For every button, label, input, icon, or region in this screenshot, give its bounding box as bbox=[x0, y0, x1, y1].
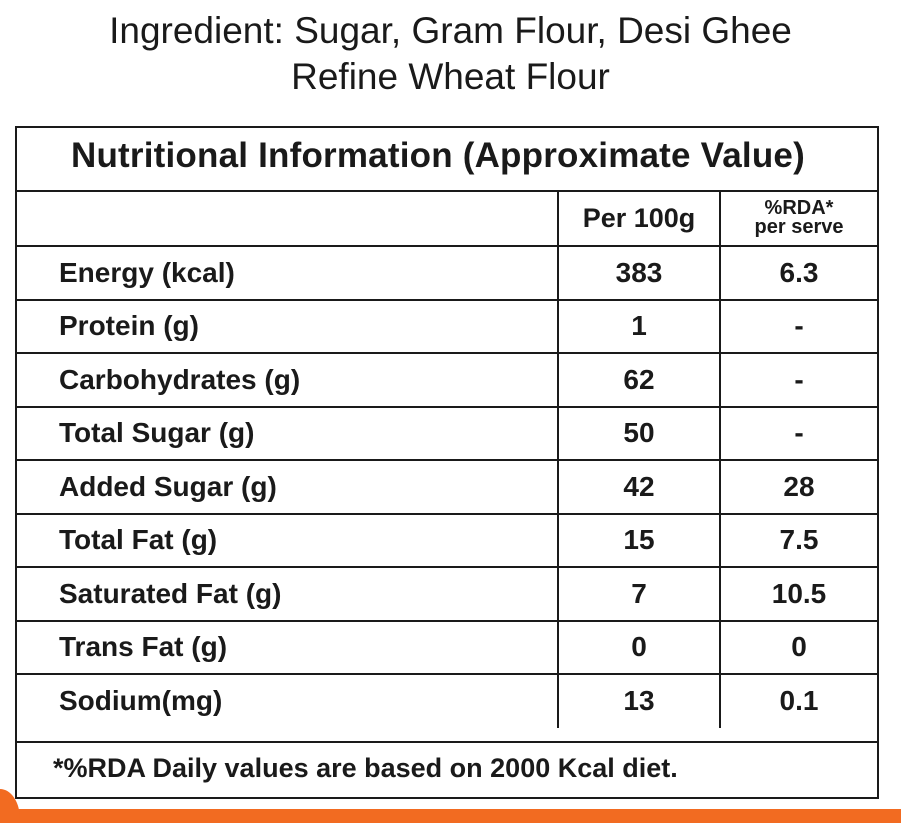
nutrient-name: Total Fat (g) bbox=[17, 512, 559, 567]
header-rda-line-1: %RDA* bbox=[764, 196, 834, 219]
orange-accent-strip bbox=[0, 809, 901, 823]
nutrition-panel: Nutritional Information (Approximate Val… bbox=[15, 126, 879, 799]
nutrient-name: Total Sugar (g) bbox=[17, 405, 559, 460]
table-row: Energy (kcal) 383 6.3 bbox=[17, 245, 877, 300]
nutrient-name: Added Sugar (g) bbox=[17, 459, 559, 514]
per-100g-value: 1 bbox=[558, 298, 721, 353]
per-100g-value: 383 bbox=[558, 245, 721, 300]
per-100g-value: 13 bbox=[558, 673, 721, 728]
rda-value: - bbox=[720, 352, 877, 407]
header-per-100g: Per 100g bbox=[558, 190, 721, 246]
ingredients-line-2: Refine Wheat Flour bbox=[291, 56, 610, 97]
table-header-row: Per 100g %RDA* per serve bbox=[17, 190, 877, 246]
nutrition-title-row: Nutritional Information (Approximate Val… bbox=[17, 128, 877, 192]
rda-value: 28 bbox=[720, 459, 877, 514]
header-rda-line-2: per serve bbox=[754, 215, 844, 238]
table-row: Saturated Fat (g) 7 10.5 bbox=[17, 566, 877, 621]
header-rda: %RDA* per serve bbox=[720, 190, 877, 246]
ingredients-text: Ingredient: Sugar, Gram Flour, Desi Ghee… bbox=[0, 8, 901, 100]
nutrition-title: Nutritional Information (Approximate Val… bbox=[71, 136, 805, 175]
footnote-row: *%RDA Daily values are based on 2000 Kca… bbox=[17, 741, 877, 797]
table-row: Protein (g) 1 - bbox=[17, 298, 877, 353]
per-100g-value: 50 bbox=[558, 405, 721, 460]
table-row: Sodium(mg) 13 0.1 bbox=[17, 673, 877, 728]
rda-value: 10.5 bbox=[720, 566, 877, 621]
rda-value: 0.1 bbox=[720, 673, 877, 728]
rda-value: - bbox=[720, 298, 877, 353]
nutrient-name: Trans Fat (g) bbox=[17, 619, 559, 674]
header-nutrient bbox=[17, 190, 559, 246]
nutrient-name: Sodium(mg) bbox=[17, 673, 559, 728]
table-row: Total Fat (g) 15 7.5 bbox=[17, 512, 877, 567]
rda-footnote: *%RDA Daily values are based on 2000 Kca… bbox=[53, 753, 678, 783]
per-100g-value: 0 bbox=[558, 619, 721, 674]
rda-value: - bbox=[720, 405, 877, 460]
table-row: Added Sugar (g) 42 28 bbox=[17, 459, 877, 514]
table-row: Trans Fat (g) 0 0 bbox=[17, 619, 877, 674]
per-100g-value: 15 bbox=[558, 512, 721, 567]
rda-value: 0 bbox=[720, 619, 877, 674]
nutrient-name: Protein (g) bbox=[17, 298, 559, 353]
nutrient-name: Saturated Fat (g) bbox=[17, 566, 559, 621]
ingredients-line-1: Ingredient: Sugar, Gram Flour, Desi Ghee bbox=[109, 10, 792, 51]
rda-value: 7.5 bbox=[720, 512, 877, 567]
table-row: Total Sugar (g) 50 - bbox=[17, 405, 877, 460]
header-per-100g-label: Per 100g bbox=[582, 202, 696, 233]
per-100g-value: 62 bbox=[558, 352, 721, 407]
nutrient-name: Energy (kcal) bbox=[17, 245, 559, 300]
table-row: Carbohydrates (g) 62 - bbox=[17, 352, 877, 407]
nutrient-name: Carbohydrates (g) bbox=[17, 352, 559, 407]
rda-value: 6.3 bbox=[720, 245, 877, 300]
nutrition-table: Per 100g %RDA* per serve Energy (kcal) 3… bbox=[17, 190, 877, 728]
per-100g-value: 42 bbox=[558, 459, 721, 514]
per-100g-value: 7 bbox=[558, 566, 721, 621]
